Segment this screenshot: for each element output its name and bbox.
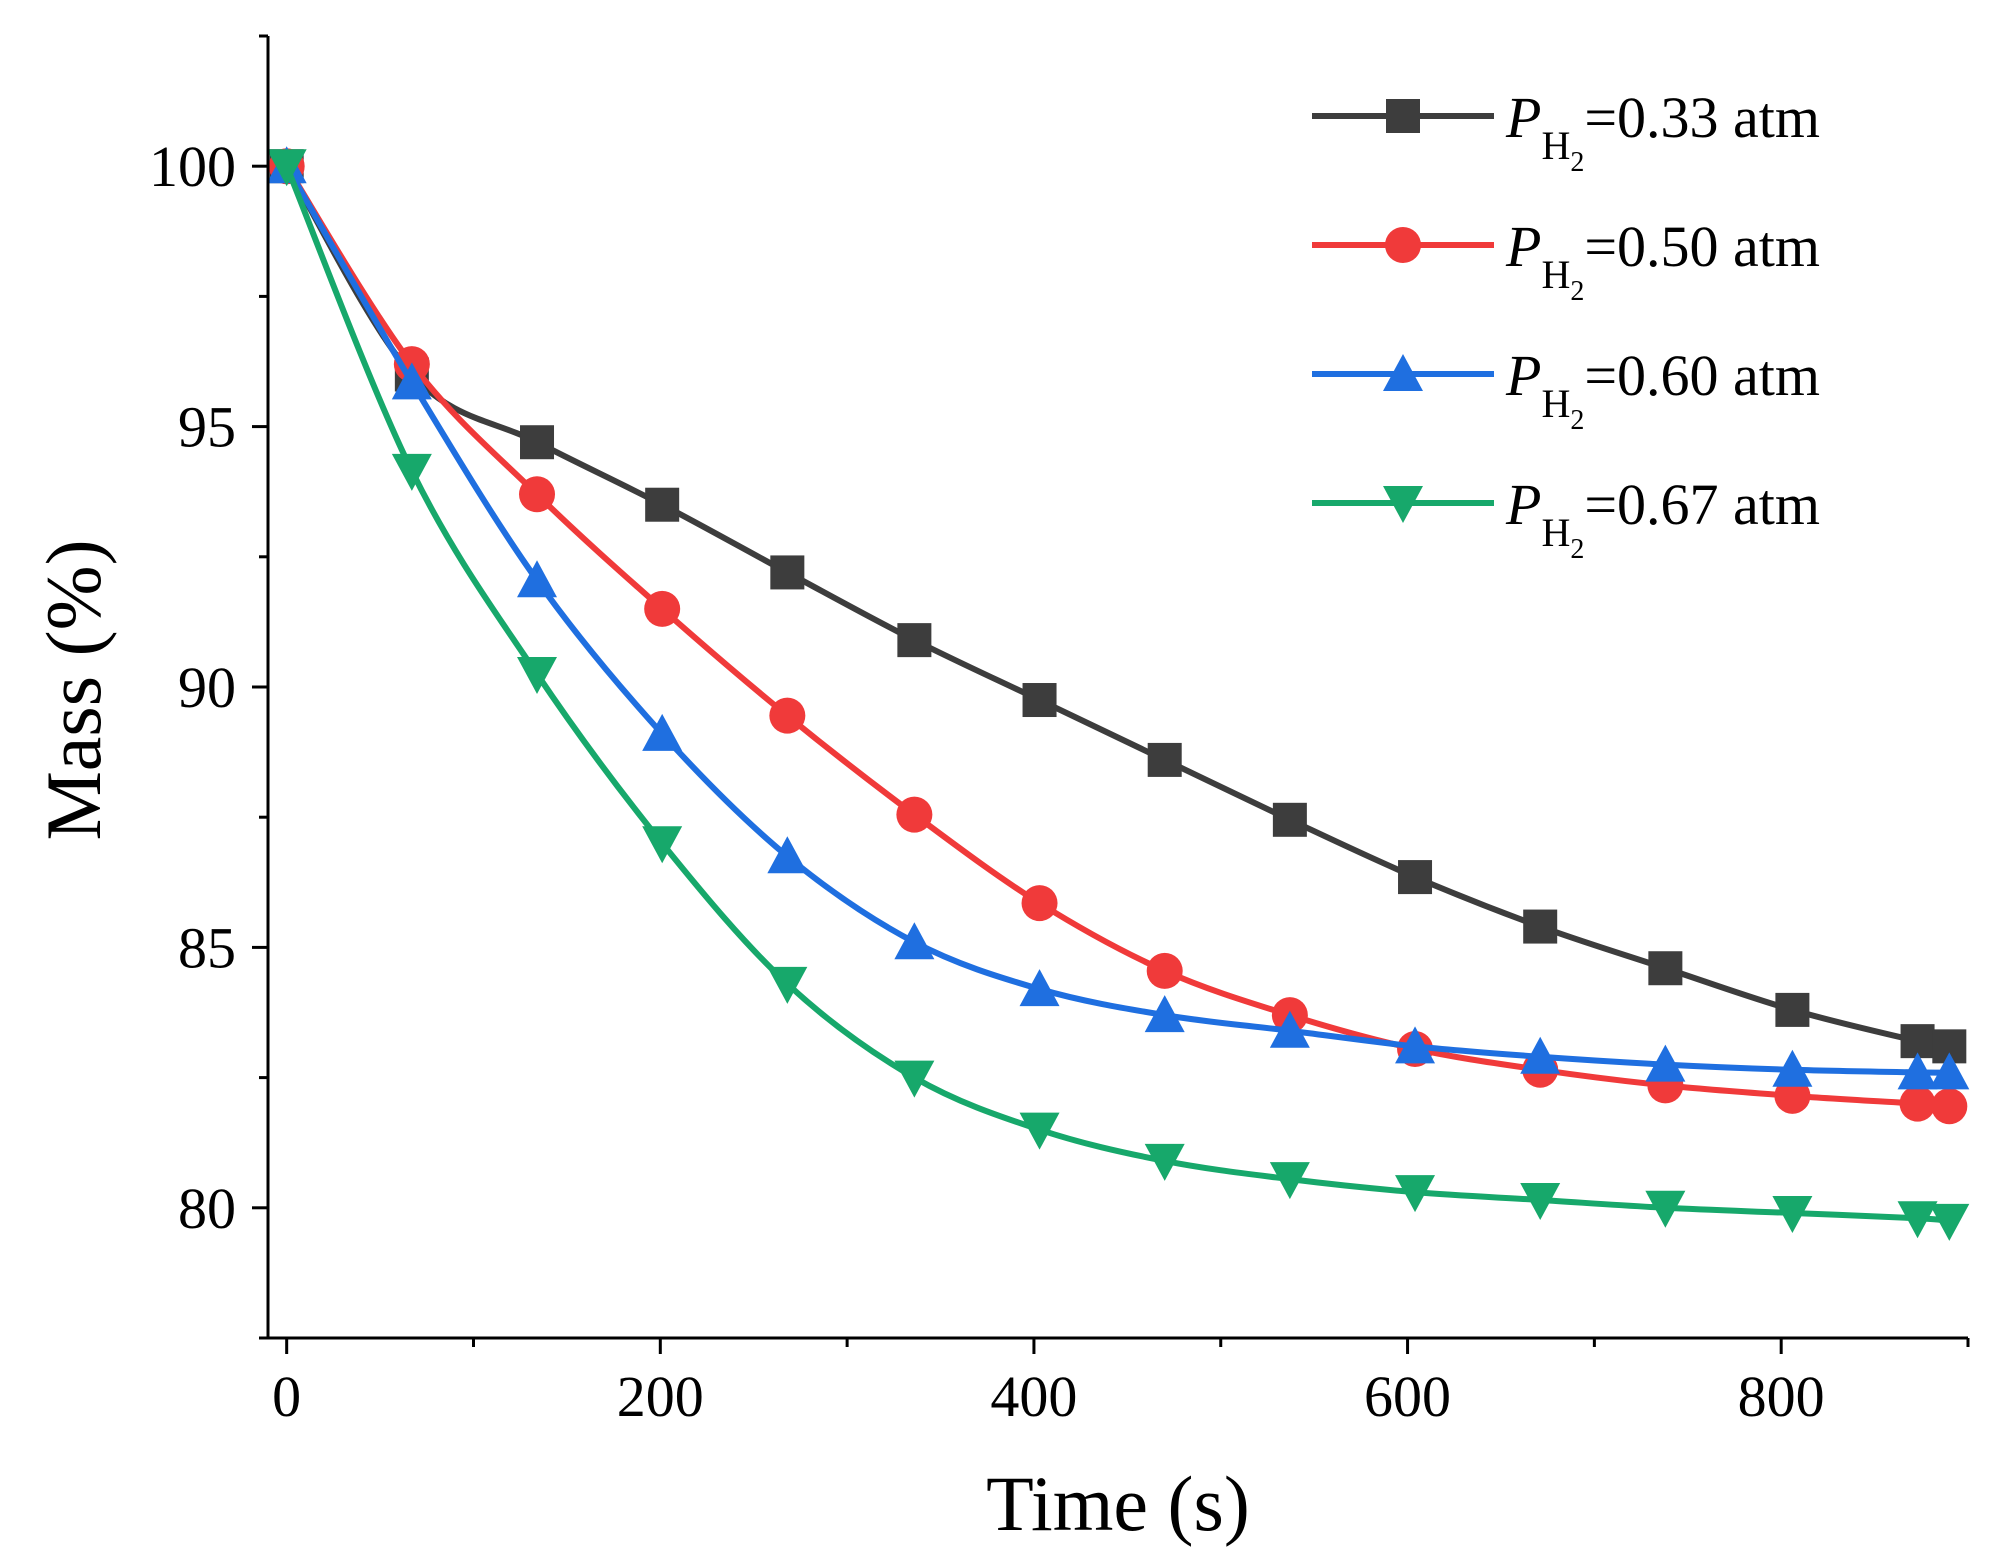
data-point — [1022, 683, 1057, 718]
data-point — [770, 555, 805, 590]
data-point — [1897, 1201, 1938, 1239]
legend-subsub: 2 — [1570, 276, 1584, 307]
legend-subsub: 2 — [1570, 147, 1584, 178]
y-axis-title: Mass (%) — [30, 539, 117, 840]
legend-marker — [1383, 354, 1423, 391]
data-point — [1395, 1026, 1436, 1064]
data-point — [1772, 1196, 1813, 1234]
legend-label: PH2=0.67 atm — [1505, 472, 1820, 565]
series-line — [283, 165, 1950, 1224]
legend-rest: =0.67 atm — [1584, 472, 1820, 537]
data-point — [896, 796, 933, 833]
legend-sub: H — [1541, 123, 1570, 168]
data-point — [1269, 1162, 1310, 1200]
ticks-layer: 0 200 400 600 800 80 85 90 95 100 — [149, 34, 1970, 1429]
y-tick-label: 100 — [149, 134, 236, 199]
y-tick-label: 90 — [178, 655, 236, 720]
data-point — [642, 713, 683, 751]
data-point — [1144, 1143, 1185, 1181]
legend-sub: H — [1541, 510, 1570, 555]
data-point — [1929, 1052, 1970, 1090]
y-tick-label: 80 — [178, 1176, 236, 1241]
legend-p: P — [1505, 472, 1541, 537]
x-tick-label: 400 — [990, 1364, 1077, 1429]
data-point — [1899, 1085, 1936, 1122]
data-point — [1146, 952, 1183, 989]
series-2 — [266, 146, 1970, 1090]
data-point — [1648, 951, 1683, 986]
data-point — [1269, 1010, 1310, 1048]
legend-marker — [1383, 486, 1423, 523]
data-point — [1772, 1049, 1813, 1087]
x-axis-title: Time (s) — [986, 1460, 1250, 1547]
legend-label: PH2=0.60 atm — [1505, 343, 1820, 436]
data-point — [1019, 969, 1060, 1007]
data-point — [642, 826, 683, 864]
legend-rest: =0.33 atm — [1584, 85, 1820, 150]
legend-subsub: 2 — [1570, 534, 1584, 565]
data-point — [767, 966, 808, 1004]
data-point — [1520, 1036, 1561, 1074]
legend-rest: =0.50 atm — [1584, 214, 1820, 279]
x-tick-label: 0 — [272, 1364, 301, 1429]
x-tick-label: 600 — [1364, 1364, 1451, 1429]
data-point — [1272, 802, 1307, 837]
data-point — [1523, 909, 1558, 944]
data-point — [1019, 1112, 1060, 1150]
data-point — [769, 697, 806, 734]
legend-label: PH2=0.50 atm — [1505, 214, 1820, 307]
data-point — [520, 425, 555, 460]
legend-item: PH2=0.50 atm — [1312, 214, 1820, 307]
series-3 — [266, 149, 1970, 1241]
legend-item: PH2=0.60 atm — [1312, 343, 1820, 436]
data-point — [767, 836, 808, 874]
y-tick-label: 95 — [178, 395, 236, 460]
data-point — [1147, 742, 1182, 777]
data-point — [645, 487, 680, 522]
data-point — [1931, 1088, 1968, 1125]
legend-sub: H — [1541, 381, 1570, 426]
legend-item: PH2=0.67 atm — [1312, 472, 1820, 565]
data-point — [1395, 1175, 1436, 1213]
data-point — [894, 922, 935, 960]
legend-p: P — [1505, 85, 1541, 150]
data-point — [1021, 885, 1058, 922]
data-point — [1897, 1052, 1938, 1090]
legend-label: PH2=0.33 atm — [1505, 85, 1820, 178]
legend-p: P — [1505, 214, 1541, 279]
data-point — [519, 476, 556, 513]
data-point — [1929, 1203, 1970, 1241]
data-point — [897, 623, 932, 658]
data-point — [1645, 1190, 1686, 1228]
x-tick-label: 200 — [617, 1364, 704, 1429]
data-point — [1775, 992, 1810, 1027]
legend-item: PH2=0.33 atm — [1312, 85, 1820, 178]
data-point — [391, 362, 432, 400]
x-tick-label: 800 — [1738, 1364, 1825, 1429]
legend-subsub: 2 — [1570, 405, 1584, 436]
legend-p: P — [1505, 343, 1541, 408]
y-tick-label: 85 — [178, 915, 236, 980]
data-point — [517, 560, 558, 598]
data-point — [1774, 1077, 1811, 1114]
legend-marker — [1385, 227, 1421, 263]
data-point — [1144, 995, 1185, 1033]
data-point — [517, 656, 558, 694]
data-point — [1520, 1182, 1561, 1220]
data-point — [894, 1060, 935, 1098]
data-point — [1645, 1044, 1686, 1082]
data-point — [391, 453, 432, 491]
series-layer — [266, 146, 1970, 1241]
legend-sub: H — [1541, 252, 1570, 297]
data-point — [1398, 860, 1433, 895]
data-point — [644, 590, 681, 627]
legend-marker — [1386, 99, 1420, 133]
data-point — [266, 149, 307, 187]
legend-rest: =0.60 atm — [1584, 343, 1820, 408]
